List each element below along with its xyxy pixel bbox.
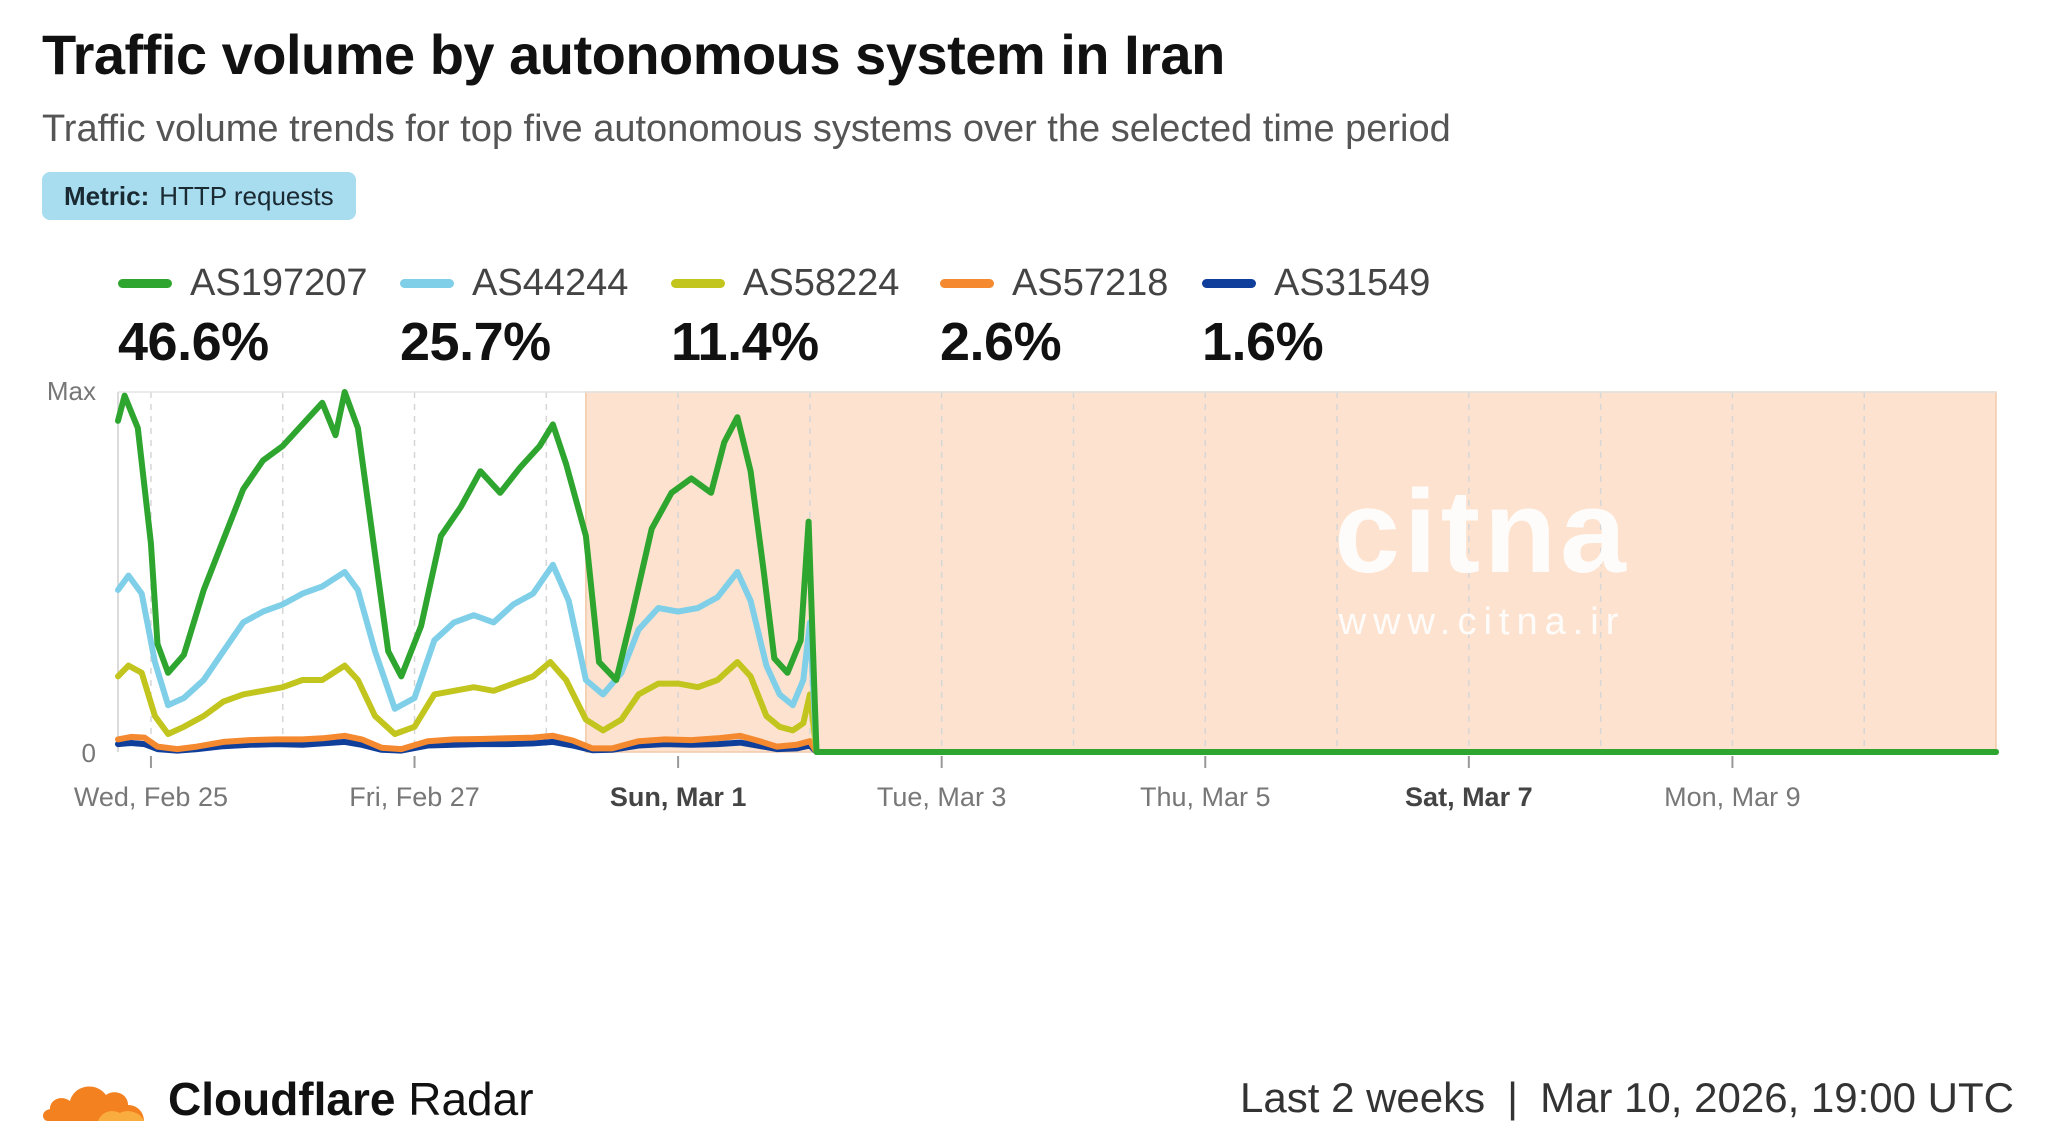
- chart-subtitle: Traffic volume trends for top five auton…: [42, 108, 1451, 150]
- legend-swatch: [400, 279, 454, 288]
- y-tick-label: Max: [47, 376, 96, 406]
- x-tick-label: Sun, Mar 1: [610, 782, 747, 812]
- legend-item[interactable]: AS197207 46.6%: [118, 262, 368, 373]
- watermark-logo: citna: [1334, 466, 1629, 598]
- legend-series-name: AS31549: [1274, 262, 1431, 304]
- series-line-AS58224: [115, 659, 1999, 755]
- brand-radar: Radar: [408, 1073, 534, 1125]
- legend-item[interactable]: AS31549 1.6%: [1202, 262, 1430, 373]
- timestamp: Mar 10, 2026, 19:00 UTC: [1540, 1074, 2014, 1121]
- y-tick-label: 0: [82, 738, 96, 768]
- metric-badge[interactable]: Metric: HTTP requests: [42, 172, 356, 220]
- cloudflare-cloud-icon: [43, 1086, 144, 1121]
- series-line-AS44244: [115, 561, 1999, 755]
- legend-item[interactable]: AS44244 25.7%: [400, 262, 628, 373]
- footer-info: Last 2 weeks | Mar 10, 2026, 19:00 UTC: [1240, 1074, 2014, 1122]
- metric-label: Metric:: [64, 180, 150, 211]
- legend-item[interactable]: AS57218 2.6%: [940, 262, 1168, 373]
- legend-swatch: [940, 279, 994, 288]
- legend-series-percent: 11.4%: [671, 312, 819, 372]
- time-range: Last 2 weeks: [1240, 1074, 1486, 1121]
- traffic-line-chart: Max 0 Wed, Feb 25 Fri, Feb 27 Sun, Mar 1 Tue,…: [47, 376, 1999, 812]
- legend-series-name: AS44244: [472, 262, 629, 304]
- series-line-AS197207: [115, 389, 1999, 755]
- legend-series-percent: 46.6%: [118, 312, 269, 372]
- chart-title: Traffic volume by autonomous system in I…: [42, 23, 1225, 86]
- brand-cloudflare: Cloudflare: [168, 1073, 396, 1125]
- legend-series-percent: 1.6%: [1202, 312, 1324, 372]
- x-tick-label: Mon, Mar 9: [1664, 782, 1801, 812]
- legend-swatch: [671, 279, 725, 288]
- legend-swatch: [1202, 279, 1256, 288]
- legend-item[interactable]: AS58224 11.4%: [671, 262, 899, 373]
- series-line-AS31549: [115, 738, 1999, 755]
- series-line-AS57218: [115, 732, 1999, 755]
- watermark-url: www.citna.ir: [1338, 601, 1626, 643]
- x-tick-label: Wed, Feb 25: [74, 782, 228, 812]
- metric-value: HTTP requests: [159, 180, 334, 211]
- x-tick-label: Fri, Feb 27: [349, 782, 480, 812]
- legend-series-name: AS58224: [743, 262, 900, 304]
- legend-series-name: AS197207: [190, 262, 368, 304]
- cloudflare-radar-brand[interactable]: Cloudflare Radar: [40, 1064, 534, 1134]
- legend-series-name: AS57218: [1012, 262, 1169, 304]
- legend-series-percent: 25.7%: [400, 312, 551, 372]
- legend-swatch: [118, 279, 172, 288]
- shaded-region: [585, 391, 1997, 753]
- footer-separator: |: [1507, 1074, 1519, 1121]
- x-tick-label: Sat, Mar 7: [1405, 782, 1533, 812]
- x-tick-label: Tue, Mar 3: [877, 782, 1007, 812]
- x-tick-label: Thu, Mar 5: [1140, 782, 1271, 812]
- legend-series-percent: 2.6%: [940, 312, 1062, 372]
